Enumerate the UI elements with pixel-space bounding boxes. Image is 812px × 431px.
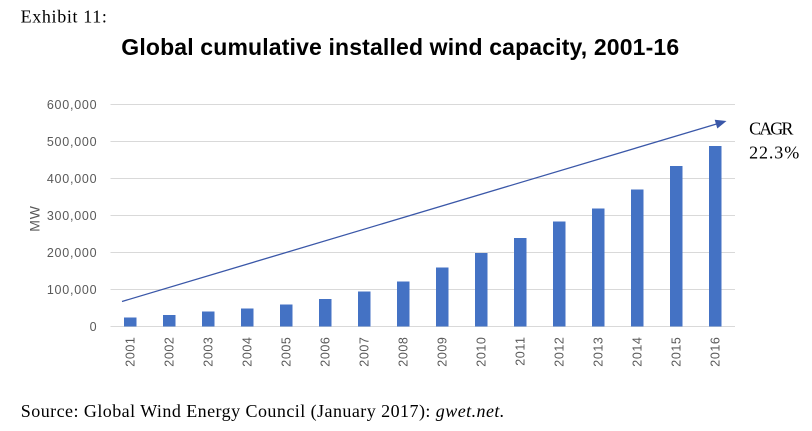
- svg-text:200,000: 200,000: [47, 246, 97, 260]
- svg-text:500,000: 500,000: [47, 135, 97, 149]
- svg-text:2007: 2007: [358, 337, 372, 367]
- svg-text:2005: 2005: [280, 337, 294, 367]
- svg-text:2006: 2006: [319, 337, 333, 367]
- svg-text:2012: 2012: [553, 337, 567, 367]
- svg-text:2001: 2001: [124, 337, 138, 367]
- svg-text:100,000: 100,000: [47, 283, 97, 297]
- svg-text:2011: 2011: [514, 337, 528, 366]
- svg-text:2002: 2002: [163, 337, 177, 367]
- svg-text:Source: Global Wind Energy Cou: Source: Global Wind Energy Council (Janu…: [21, 401, 505, 422]
- svg-text:300,000: 300,000: [47, 209, 97, 223]
- svg-text:2003: 2003: [202, 337, 216, 367]
- svg-text:2016: 2016: [709, 337, 723, 367]
- svg-text:2014: 2014: [631, 337, 645, 367]
- svg-text:2008: 2008: [397, 337, 411, 367]
- svg-text:MW: MW: [26, 205, 42, 231]
- svg-text:22.3%: 22.3%: [749, 143, 800, 163]
- svg-text:2013: 2013: [592, 337, 606, 367]
- svg-text:2015: 2015: [670, 337, 684, 367]
- svg-text:2009: 2009: [436, 337, 450, 367]
- svg-text:CAGR: CAGR: [749, 119, 793, 139]
- svg-text:2010: 2010: [475, 337, 489, 367]
- svg-text:Exhibit 11:: Exhibit 11:: [21, 7, 108, 27]
- svg-text:0: 0: [90, 320, 98, 334]
- svg-text:2004: 2004: [241, 337, 255, 367]
- svg-text:600,000: 600,000: [47, 98, 97, 112]
- svg-text:Global cumulative installed wi: Global cumulative installed wind capacit…: [121, 34, 679, 60]
- svg-text:400,000: 400,000: [47, 172, 97, 186]
